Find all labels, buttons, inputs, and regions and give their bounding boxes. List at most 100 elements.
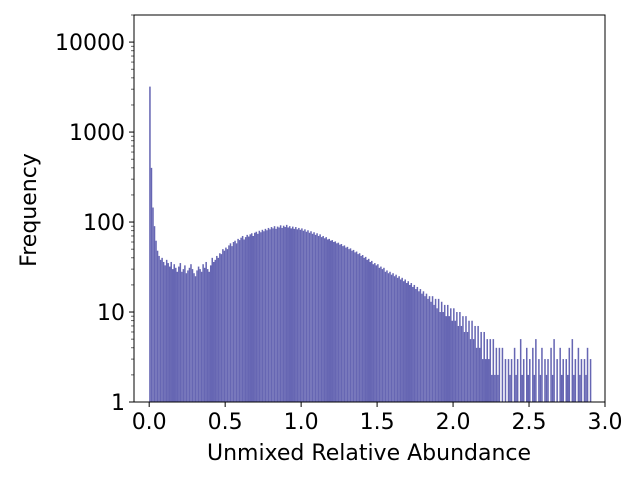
histogram-bar xyxy=(342,246,344,402)
histogram-bar xyxy=(352,249,355,402)
histogram-bar xyxy=(168,266,171,402)
histogram-bar xyxy=(491,374,493,402)
histogram-bar xyxy=(415,289,417,402)
histogram-bar xyxy=(308,232,311,402)
histogram-bar xyxy=(486,339,489,402)
histogram-bar xyxy=(474,325,476,402)
x-tick-label: 2.0 xyxy=(436,410,471,435)
y-axis: 1 10 100 1000 10000 xyxy=(55,14,134,416)
histogram-bar xyxy=(427,298,429,402)
y-tick-label: 100 xyxy=(83,211,125,236)
histogram-bar xyxy=(573,374,575,402)
histogram-bar xyxy=(225,247,227,402)
histogram-bar xyxy=(170,261,172,402)
histogram-bar xyxy=(407,281,409,402)
histogram-bar xyxy=(371,260,373,402)
histogram-bar xyxy=(323,238,326,402)
histogram-bar xyxy=(193,273,195,402)
histogram-bar xyxy=(191,269,194,402)
histogram-bar xyxy=(284,227,286,402)
x-axis-label: Unmixed Relative Abundance xyxy=(207,441,531,466)
histogram-bar xyxy=(149,86,151,403)
histogram-bar xyxy=(565,359,568,402)
histogram-bar xyxy=(380,266,382,402)
histogram-bar xyxy=(393,276,396,402)
histogram-bar xyxy=(281,227,283,402)
histogram-bar xyxy=(421,293,423,402)
x-tick-label: 3.0 xyxy=(588,410,623,435)
histogram-bar xyxy=(203,267,206,402)
histogram-bar xyxy=(337,242,340,402)
histogram-bar xyxy=(367,258,370,402)
histogram-bar xyxy=(301,228,303,402)
histogram-bar xyxy=(556,359,558,402)
histogram-bar xyxy=(319,234,321,402)
histogram-bar xyxy=(450,308,452,402)
histogram-bar xyxy=(375,265,378,402)
histogram-bar xyxy=(260,232,262,402)
histogram-bar xyxy=(577,347,580,402)
histogram-bar xyxy=(574,359,577,402)
histogram-bar xyxy=(333,242,335,402)
histogram-bar xyxy=(205,261,207,402)
histogram-bar xyxy=(162,261,165,402)
histogram-bar xyxy=(504,359,507,402)
histogram-bar xyxy=(535,339,537,402)
histogram-bar xyxy=(310,231,312,402)
histogram-bar xyxy=(216,255,218,402)
histogram-bar xyxy=(478,347,481,402)
histogram-bar xyxy=(519,339,522,402)
histogram-bar xyxy=(298,227,300,402)
histogram-bar xyxy=(477,325,479,402)
histogram-bar xyxy=(466,331,469,402)
histogram-bar xyxy=(562,359,564,402)
y-tick-label: 10000 xyxy=(55,31,125,56)
histogram-bar xyxy=(234,240,236,402)
histogram-bar xyxy=(208,271,210,402)
histogram-bar xyxy=(481,359,484,402)
histogram-bar xyxy=(544,359,546,402)
histogram-bar xyxy=(150,167,153,402)
histogram-bar xyxy=(295,227,297,402)
histogram-bar xyxy=(250,233,253,402)
histogram-bar xyxy=(395,274,397,402)
histogram-bar xyxy=(553,339,555,402)
histogram-bar xyxy=(173,264,176,402)
histogram-bar xyxy=(175,267,177,402)
histogram-bar xyxy=(547,359,549,402)
histogram-bar xyxy=(498,347,501,402)
histogram-bar xyxy=(181,271,183,402)
histogram-bar xyxy=(560,374,563,402)
histogram-bar xyxy=(456,312,458,402)
plot-frame xyxy=(133,14,606,403)
histogram-bar xyxy=(363,257,365,402)
histogram-bar xyxy=(436,308,438,402)
histogram-bar xyxy=(211,257,214,402)
histogram-bar xyxy=(238,240,241,402)
histogram-bar xyxy=(440,301,443,402)
histogram-bar xyxy=(164,265,166,402)
histogram-bar xyxy=(266,230,268,402)
histogram-bar xyxy=(249,234,251,402)
histogram-bar xyxy=(178,266,180,402)
histogram-bar xyxy=(439,312,441,402)
histogram-bar xyxy=(254,232,256,402)
histogram-bar xyxy=(243,239,245,402)
histogram-bar xyxy=(551,374,554,402)
y-tick-label: 1 xyxy=(111,391,125,416)
histogram-bar xyxy=(305,231,308,402)
histogram-bar xyxy=(527,374,530,402)
histogram-bar xyxy=(179,263,182,402)
histogram-bar xyxy=(252,235,255,402)
histogram-bar xyxy=(345,247,347,402)
histogram-bar xyxy=(559,347,561,402)
histogram-bar xyxy=(361,255,364,402)
histogram-bar xyxy=(401,277,403,402)
histogram-bar xyxy=(386,270,388,402)
histogram-bar xyxy=(288,226,291,402)
histogram-bar xyxy=(197,266,200,402)
histogram-bar xyxy=(226,249,229,402)
histogram-bar xyxy=(422,291,425,402)
histogram-bar xyxy=(167,263,169,402)
